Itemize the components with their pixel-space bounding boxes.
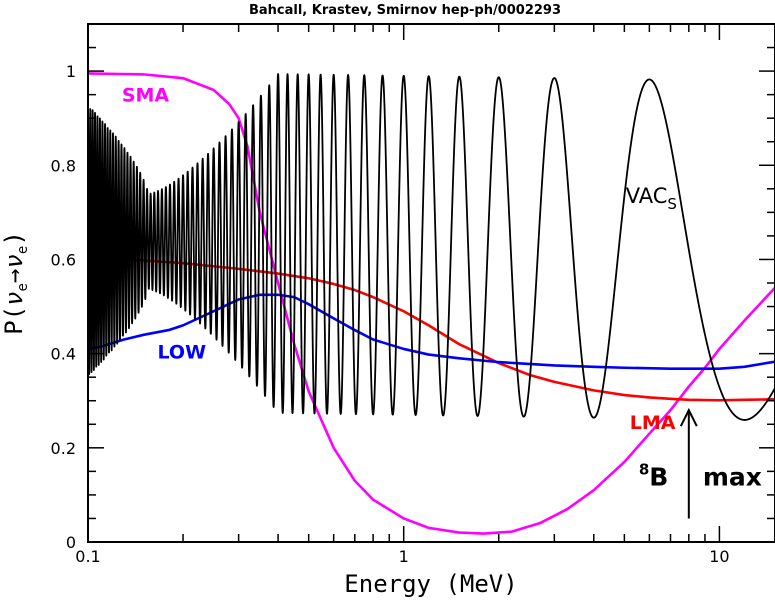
y-tick-label: 1 [66,62,76,81]
max-label: max [703,462,762,491]
vac-label-subscript: S [667,195,677,213]
ylabel-nu2: ν [0,254,28,268]
boron8-max-annotation: 8B max [639,407,762,519]
ylabel-arrow: → [0,269,28,283]
series-label-lma: LMA [630,412,676,434]
x-tick-label: 0.1 [75,547,100,566]
vac-label-text: VAC [626,184,668,208]
ylabel-nu1: ν [0,291,28,305]
arrow-head [679,407,698,427]
svg-text:P(νe→νe): P(νe→νe) [0,231,31,335]
ylabel-sub1: e [15,283,31,291]
x-tick-label: 10 [709,547,729,566]
boron8-label: 8B [639,460,669,491]
boron8-text: B [649,462,668,491]
plot-frame [87,23,775,543]
x-tick-label: 1 [399,547,409,566]
series-line-sma [87,72,775,535]
ylabel-sub2: e [15,246,31,254]
y-tick-label: 0.4 [51,345,76,364]
y-axis-label: P(νe→νe) [0,231,31,335]
series-line-lma [87,258,775,402]
chart-title: Bahcall, Krastev, Smirnov hep-ph/0002293 [249,3,561,18]
boron8-superscript: 8 [639,460,649,478]
data-lines [87,72,775,535]
y-tick-label: 0.2 [51,439,76,458]
y-tick-label: 0.8 [51,156,76,175]
series-line-vac [87,73,775,421]
y-tick-label: 0.6 [51,250,76,269]
x-axis-label: Energy (MeV) [344,570,517,598]
series-label-vac: VACS [626,184,677,213]
y-tick-label: 0 [66,533,76,552]
series-line-low [87,293,775,371]
series-label-low: LOW [157,341,206,363]
ylabel-p: P( [0,306,28,335]
ylabel-close: ) [0,231,28,245]
axis-ticks: 0.1 1 10 0 0.2 0.4 0.6 0.8 1 [51,23,775,566]
series-label-sma: SMA [122,85,170,107]
